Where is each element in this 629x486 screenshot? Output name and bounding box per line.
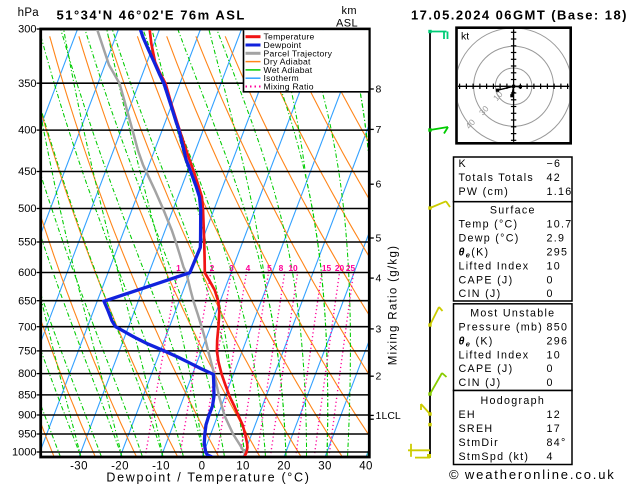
svg-text:700: 700 [18, 321, 36, 333]
svg-text:1000: 1000 [12, 447, 36, 459]
svg-text:hPa: hPa [18, 7, 40, 19]
svg-text:12: 12 [547, 409, 562, 421]
svg-text:51°34'N 46°02'E 76m ASL: 51°34'N 46°02'E 76m ASL [57, 8, 246, 23]
svg-text:Dewp (°C): Dewp (°C) [459, 233, 520, 245]
svg-text:StmDir: StmDir [459, 437, 499, 449]
svg-text:2: 2 [376, 371, 382, 383]
svg-text:LCL: LCL [382, 410, 401, 422]
svg-text:-10: -10 [152, 461, 170, 473]
svg-text:296: 296 [547, 335, 569, 347]
svg-text:1.16: 1.16 [547, 186, 573, 198]
svg-text:10: 10 [236, 461, 250, 473]
svg-text:950: 950 [18, 429, 36, 441]
svg-text:295: 295 [547, 247, 569, 259]
svg-text:30: 30 [318, 461, 332, 473]
svg-text:850: 850 [18, 390, 36, 402]
svg-text:Mixing Ratio (g/kg): Mixing Ratio (g/kg) [388, 245, 400, 366]
svg-text:−6: −6 [547, 158, 562, 170]
svg-text:PW (cm): PW (cm) [459, 186, 510, 198]
svg-text:10: 10 [547, 349, 562, 361]
svg-text:3: 3 [376, 323, 382, 335]
svg-text:Temp (°C): Temp (°C) [459, 219, 519, 231]
svg-text:3: 3 [229, 263, 234, 273]
svg-text:5: 5 [376, 233, 382, 245]
svg-text:400: 400 [18, 125, 36, 137]
svg-text:650: 650 [18, 295, 36, 307]
svg-text:600: 600 [18, 267, 36, 279]
svg-text:8: 8 [279, 263, 284, 273]
svg-text:θe (K): θe (K) [459, 335, 494, 348]
svg-text:CAPE (J): CAPE (J) [459, 363, 514, 375]
svg-text:10: 10 [547, 260, 562, 272]
svg-text:20: 20 [277, 461, 291, 473]
svg-text:4: 4 [547, 451, 554, 463]
svg-text:850: 850 [547, 321, 569, 333]
svg-text:© weatheronline.co.uk: © weatheronline.co.uk [449, 467, 616, 482]
svg-text:StmSpd (kt): StmSpd (kt) [459, 451, 530, 463]
svg-text:Lifted Index: Lifted Index [459, 349, 530, 361]
svg-text:2.9: 2.9 [547, 233, 566, 245]
svg-text:Dewpoint / Temperature (°C): Dewpoint / Temperature (°C) [106, 471, 310, 485]
svg-text:900: 900 [18, 410, 36, 422]
svg-text:-20: -20 [111, 461, 129, 473]
svg-text:10: 10 [288, 263, 298, 273]
svg-text:42: 42 [547, 172, 562, 184]
svg-text:Dewpoint: Dewpoint [264, 40, 302, 50]
svg-text:300: 300 [18, 24, 36, 36]
svg-text:Pressure (mb): Pressure (mb) [459, 321, 544, 333]
svg-text:Surface: Surface [490, 205, 536, 217]
svg-text:25: 25 [346, 263, 356, 273]
svg-text:Mixing Ratio: Mixing Ratio [264, 82, 314, 92]
svg-text:40: 40 [359, 461, 373, 473]
svg-text:K: K [459, 158, 467, 170]
svg-text:2: 2 [210, 263, 215, 273]
svg-text:500: 500 [18, 203, 36, 215]
svg-text:7: 7 [376, 124, 382, 136]
svg-text:ASL: ASL [336, 18, 358, 30]
svg-text:Lifted Index: Lifted Index [459, 260, 530, 272]
svg-text:750: 750 [18, 346, 36, 358]
svg-text:0: 0 [547, 288, 554, 300]
svg-text:km: km [342, 5, 357, 17]
svg-text:350: 350 [18, 78, 36, 90]
svg-text:17.05.2024 06GMT (Base: 18): 17.05.2024 06GMT (Base: 18) [411, 8, 628, 23]
svg-text:4: 4 [376, 273, 382, 285]
svg-text:0: 0 [547, 363, 554, 375]
svg-text:5: 5 [267, 263, 272, 273]
svg-text:CAPE (J): CAPE (J) [459, 274, 514, 286]
svg-text:0: 0 [547, 377, 554, 389]
svg-text:17: 17 [547, 423, 562, 435]
svg-text:15: 15 [322, 263, 332, 273]
svg-text:4: 4 [246, 263, 251, 273]
svg-text:Hodograph: Hodograph [481, 395, 546, 407]
svg-text:Isotherm: Isotherm [264, 73, 299, 83]
svg-text:SREH: SREH [459, 423, 494, 435]
svg-text:0: 0 [199, 461, 206, 473]
svg-text:Dry Adiabat: Dry Adiabat [264, 57, 312, 67]
svg-text:6: 6 [376, 179, 382, 191]
svg-text:CIN (J): CIN (J) [459, 288, 502, 300]
svg-text:10.7: 10.7 [547, 219, 573, 231]
svg-text:Temperature: Temperature [264, 32, 315, 42]
svg-text:20: 20 [335, 263, 345, 273]
svg-text:Most Unstable: Most Unstable [470, 307, 555, 319]
svg-text:-30: -30 [70, 461, 88, 473]
svg-text:Wet Adiabat: Wet Adiabat [264, 65, 313, 75]
svg-text:1: 1 [376, 410, 382, 422]
svg-text:800: 800 [18, 368, 36, 380]
svg-text:EH: EH [459, 409, 476, 421]
svg-text:CIN (J): CIN (J) [459, 377, 502, 389]
svg-text:550: 550 [18, 237, 36, 249]
svg-text:θe(K): θe(K) [459, 247, 490, 260]
svg-text:Totals Totals: Totals Totals [459, 172, 535, 184]
svg-text:kt: kt [461, 31, 469, 43]
svg-text:0: 0 [547, 274, 554, 286]
svg-text:8: 8 [376, 84, 382, 96]
svg-text:1: 1 [176, 263, 181, 273]
svg-text:84°: 84° [547, 437, 567, 449]
svg-text:Parcel Trajectory: Parcel Trajectory [264, 48, 333, 58]
svg-text:450: 450 [18, 166, 36, 178]
